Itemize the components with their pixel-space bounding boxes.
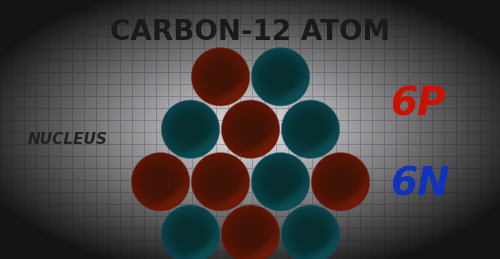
Text: 6N: 6N: [390, 166, 450, 204]
Text: CARBON-12 ATOM: CARBON-12 ATOM: [110, 18, 390, 46]
Text: 6P: 6P: [390, 86, 446, 124]
Text: NUCLEUS: NUCLEUS: [28, 133, 108, 147]
